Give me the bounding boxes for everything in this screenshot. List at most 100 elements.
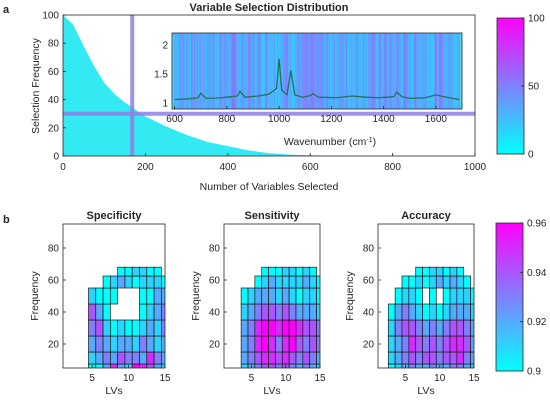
heatmap-cell [302, 266, 311, 277]
selection-frequency-area [63, 15, 475, 156]
heatmap-cell [449, 335, 458, 353]
heatmap-ytick-label: 80 [363, 244, 375, 255]
heatmap-cell [102, 351, 111, 365]
heatmap-cell [429, 351, 437, 365]
heatmap-cell [161, 303, 165, 321]
heatmap-cell [302, 319, 311, 337]
heatmap-axes-box [223, 223, 321, 369]
heatmap-cell [153, 319, 162, 337]
heatmap-cell [261, 335, 269, 353]
heatmap-title: Sensitivity [244, 210, 300, 222]
heatmap-cell [275, 303, 283, 321]
heatmap-1: Specificity 5 10 15 20 40 60 80 LVs Frequency [29, 210, 171, 397]
heatmap-cell [429, 335, 437, 353]
heatmap-cell [146, 319, 155, 337]
heatmap-cell [261, 303, 269, 321]
heatmap-cell [449, 266, 458, 277]
heatmap-cell [449, 319, 458, 337]
heatmap-cell [408, 335, 417, 353]
heatmap-cell [161, 319, 165, 337]
heatmap-cell [387, 363, 396, 368]
heatmap-cell [88, 287, 97, 305]
heatmap-cell [408, 351, 417, 365]
heatmap-cell [153, 335, 162, 353]
heatmap-cell [435, 335, 444, 353]
colorbar-b-tick-label: 0.96 [527, 219, 547, 230]
heatmap-cell [110, 319, 118, 337]
heatmap-cell [281, 335, 290, 353]
heatmap-cell [316, 363, 320, 368]
heatmap-cell [394, 351, 403, 365]
heatmap-cell [302, 287, 311, 305]
heatmap-cell [281, 275, 290, 289]
chart-a-title: Variable Selection Distribution [190, 2, 349, 14]
heatmap-cell [463, 351, 471, 365]
heatmap-cell [442, 266, 451, 277]
heatmap-cell [161, 351, 165, 365]
heatmap-cell [131, 266, 140, 277]
heatmap-cell [442, 303, 451, 321]
heatmap-cell [153, 303, 162, 321]
heatmap-cell [295, 266, 304, 277]
heatmap-cell [124, 335, 133, 353]
heatmap-cell [268, 351, 276, 365]
heatmap-cell [408, 303, 417, 321]
heatmap-cell [88, 303, 97, 321]
heatmap-cell [309, 287, 317, 305]
heatmap-cell [456, 303, 465, 321]
heatmap-cell [261, 287, 269, 305]
heatmap-cell [422, 335, 430, 353]
heatmap-cell [429, 287, 437, 305]
heatmap-cell [422, 303, 430, 321]
heatmap-cell [442, 287, 451, 305]
chart-a-ytick-label: 80 [48, 39, 60, 50]
heatmap-cell [288, 303, 297, 321]
heatmap-cell [139, 363, 148, 368]
heatmap-cell [408, 287, 417, 305]
heatmap-cell [288, 351, 297, 365]
heatmap-cell [153, 287, 162, 305]
heatmap-cell [295, 351, 304, 365]
heatmap-cell [153, 266, 162, 277]
chart-a-ytick-label: 40 [48, 95, 60, 106]
heatmap-cell [302, 351, 311, 365]
heatmap-cell [449, 275, 458, 289]
heatmap-cell [117, 275, 126, 289]
heatmap-cell [463, 303, 471, 321]
heatmap-cell [131, 335, 140, 353]
inset-xtick-label: 1600 [425, 114, 448, 125]
heatmap-cell [124, 266, 133, 277]
heatmap-cell [240, 287, 249, 305]
inset-xlabel: Wavenumber (cm-1) [284, 136, 376, 148]
heatmap-cell [275, 335, 283, 353]
heatmap-cell [146, 363, 155, 368]
heatmap-cell [146, 266, 155, 277]
heatmap-cell [247, 351, 256, 365]
chart-a-xlabel: Number of Variables Selected [200, 181, 339, 193]
heatmap-cell [153, 275, 162, 289]
heatmap-cell [288, 287, 297, 305]
heatmap-ytick-label: 40 [363, 308, 375, 319]
heatmap-ytick-label: 20 [48, 340, 60, 351]
heatmap-cell [295, 363, 304, 368]
heatmap-cell [435, 266, 444, 277]
inset-chart: 600 800 1000 1200 1400 1600 1 1.5 2 Wavenumber … [154, 32, 463, 148]
heatmap-ylabel: Frequency [29, 270, 41, 320]
heatmap-ylabel: Frequency [190, 270, 202, 320]
heatmap-cell [139, 303, 148, 321]
heatmap-cell [435, 351, 444, 365]
inset-spectrum-line [174, 58, 460, 101]
heatmap-cell [124, 275, 133, 289]
heatmap-cell [268, 363, 276, 368]
heatmap-cell [394, 335, 403, 353]
heatmap-cell [247, 287, 256, 305]
heatmap-cell [117, 351, 126, 365]
heatmap-cell [449, 287, 458, 305]
heatmap-cell [95, 351, 104, 365]
chart-a-xtick-label: 0 [60, 162, 66, 173]
heatmap-xtick-label: 5 [403, 373, 409, 384]
heatmap-cell [415, 319, 423, 337]
chart-a-ylabel: Selection Frequency [30, 37, 42, 133]
heatmap-cell [435, 275, 444, 289]
heatmap-cell [387, 351, 396, 365]
